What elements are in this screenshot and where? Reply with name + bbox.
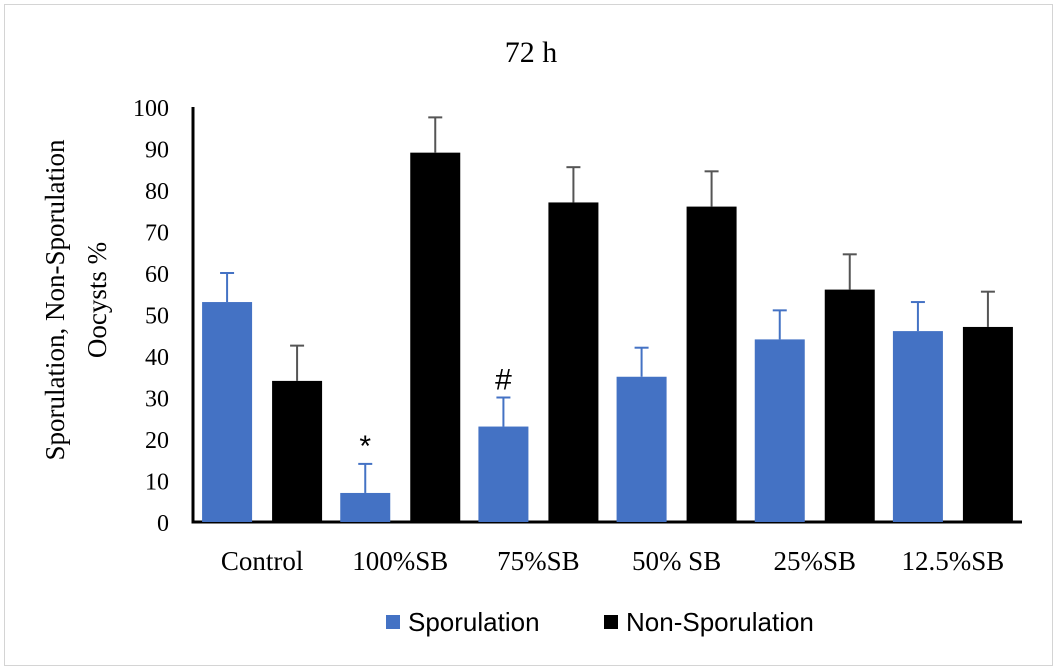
y-tick-label: 50 xyxy=(145,304,169,330)
bar-non-sporulation-5 xyxy=(962,326,1013,522)
y-tick-label: 60 xyxy=(145,262,169,288)
y-tick-label: 0 xyxy=(157,511,169,537)
y-tick-label: 80 xyxy=(145,179,169,205)
legend-label-non-sporulation: Non-Sporulation xyxy=(626,607,814,637)
legend: Sporulation Non-Sporulation xyxy=(386,607,814,637)
x-tick-label: 50% SB xyxy=(632,546,721,576)
y-tick-label: 70 xyxy=(145,221,169,247)
legend-swatch-non-sporulation xyxy=(604,615,618,629)
y-tick-label: 90 xyxy=(145,138,169,164)
bar-non-sporulation-4 xyxy=(824,289,875,522)
bar-sporulation-1 xyxy=(340,492,391,522)
plot-area: 0 10 20 30 40 50 60 70 80 90 100 Control 100%SB 75%SB… xyxy=(133,96,1022,576)
bar-non-sporulation-3 xyxy=(686,206,737,522)
x-tick-label: 100%SB xyxy=(352,546,448,576)
bar-non-sporulation-0 xyxy=(272,380,323,522)
chart-title: 72 h xyxy=(505,36,558,69)
bar-sporulation-3 xyxy=(616,376,667,522)
y-axis-label-line-2: Oocysts % xyxy=(82,242,112,358)
bar-non-sporulation-2 xyxy=(548,202,599,522)
y-tick-label: 20 xyxy=(145,428,169,454)
x-tick-label: 12.5%SB xyxy=(902,546,1005,576)
legend-label-sporulation: Sporulation xyxy=(408,607,540,637)
x-tick-label: 25%SB xyxy=(773,546,856,576)
y-tick-label: 100 xyxy=(133,96,169,122)
bar-sporulation-0 xyxy=(202,302,253,522)
bar-sporulation-2 xyxy=(478,426,529,522)
y-tick-label: 10 xyxy=(145,470,169,496)
bar-non-sporulation-1 xyxy=(410,152,461,522)
legend-swatch-sporulation xyxy=(386,615,400,629)
y-tick-label: 30 xyxy=(145,387,169,413)
x-tick-label: Control xyxy=(221,546,304,576)
significance-marker: # xyxy=(495,364,512,397)
significance-marker: * xyxy=(359,430,371,463)
chart-frame xyxy=(4,4,1053,666)
bar-sporulation-4 xyxy=(754,339,805,522)
y-axis-label: Sporulation, Non-Sporulation Oocysts % xyxy=(40,139,112,460)
y-axis-label-line-1: Sporulation, Non-Sporulation xyxy=(40,139,70,460)
y-tick-label: 40 xyxy=(145,345,169,371)
x-tick-label: 75%SB xyxy=(497,546,580,576)
bar-sporulation-5 xyxy=(892,331,943,522)
